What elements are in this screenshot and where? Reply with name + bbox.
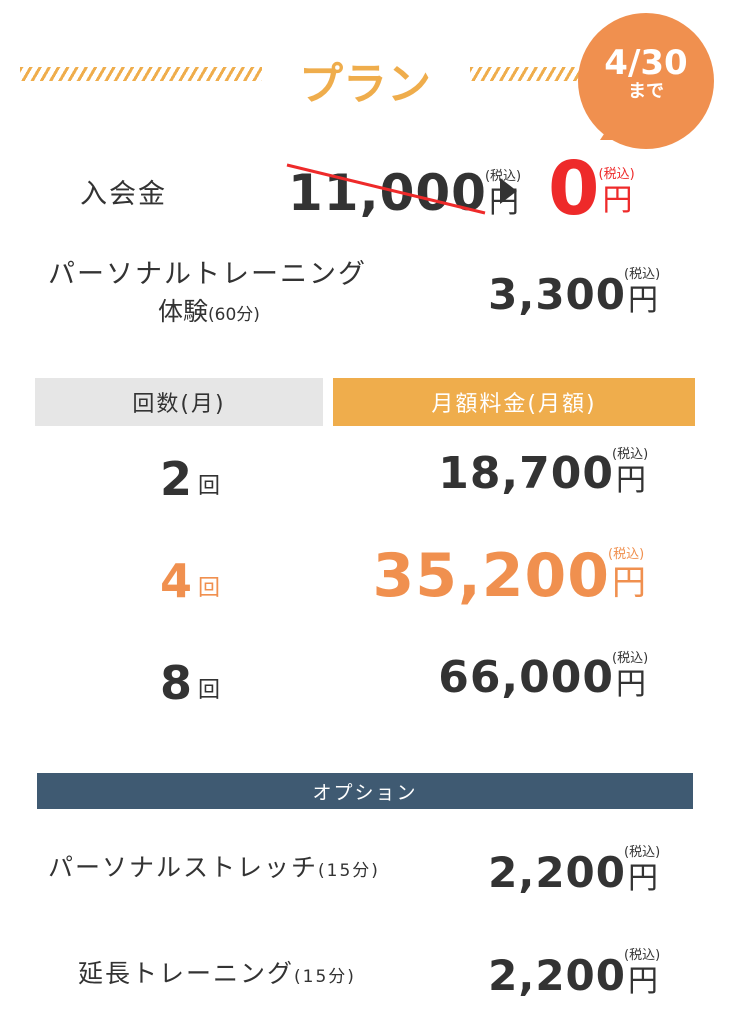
yen: 円 <box>628 861 658 896</box>
price-number: 35,200 <box>372 541 610 611</box>
admission-label: 入会金 <box>80 179 167 210</box>
price-column-header: 月額料金(月額) <box>333 378 695 426</box>
count-unit: 回 <box>198 678 221 703</box>
price-number: 18,700 <box>438 448 614 499</box>
plan-row-price-highlight: 35,200 (税込) 円 <box>372 546 646 606</box>
strikethrough-line <box>286 163 486 215</box>
deadline-badge: 4/30 まで <box>578 13 714 149</box>
option-duration: (15分) <box>294 967 356 987</box>
badge-date: 4/30 <box>604 43 688 83</box>
yen: 円 <box>628 964 658 999</box>
trial-label-line2: 体験(60分) <box>158 292 260 328</box>
option-item-price: 2,200 (税込) 円 <box>488 949 660 1000</box>
price-number: 11,000 <box>288 164 487 222</box>
count-unit: 回 <box>198 576 221 601</box>
title-stripe-left <box>20 67 262 81</box>
tax-label: (税込) <box>624 267 661 282</box>
plan-row-price: 18,700 (税込) 円 <box>438 448 648 499</box>
admission-sale-price: 0 (税込) 円 <box>548 146 635 232</box>
count-unit: 回 <box>198 474 221 499</box>
tax-label: (税込) <box>624 845 661 860</box>
yen-unit: (税込) 円 <box>599 168 635 218</box>
yen: 円 <box>602 183 633 218</box>
arrow-right-icon <box>500 178 517 204</box>
option-item-price: 2,200 (税込) 円 <box>488 846 660 897</box>
option-item-label: パーソナルストレッチ(15分) <box>48 848 380 884</box>
yen-unit: (税込) 円 <box>624 268 660 318</box>
count-number: 2 <box>160 452 193 506</box>
price-number: 2,200 <box>488 951 626 1000</box>
price-number: 2,200 <box>488 848 626 897</box>
yen-unit: (税込) 円 <box>624 846 660 896</box>
option-duration: (15分) <box>318 861 380 881</box>
page-title: プラン <box>299 59 431 110</box>
option-item-label: 延長トレーニング(15分) <box>78 954 356 990</box>
badge-suffix: まで <box>628 81 664 102</box>
option-name: パーソナルストレッチ <box>48 853 319 882</box>
title-stripe-right <box>470 67 585 81</box>
price-number: 66,000 <box>438 652 614 703</box>
tax-label: (税込) <box>624 948 661 963</box>
option-name: 延長トレーニング <box>78 959 295 988</box>
tax-label: (税込) <box>608 547 645 562</box>
yen-unit: (税込) 円 <box>612 448 648 498</box>
yen: 円 <box>616 463 646 498</box>
tax-label: (税込) <box>612 651 649 666</box>
trial-label: パーソナルトレーニング <box>48 259 367 290</box>
yen: 円 <box>612 563 646 603</box>
trial-duration: (60分) <box>208 305 260 325</box>
yen: 円 <box>616 667 646 702</box>
price-number: 0 <box>548 146 601 232</box>
trial-label-text: 体験 <box>158 297 209 326</box>
count-column-header: 回数(月) <box>35 378 323 426</box>
options-header: オプション <box>37 773 693 809</box>
tax-label: (税込) <box>612 447 649 462</box>
yen-unit: (税込) 円 <box>612 652 648 702</box>
price-number: 3,300 <box>488 270 626 319</box>
yen: 円 <box>628 283 658 318</box>
yen-unit: (税込) 円 <box>608 548 646 603</box>
count-number: 4 <box>160 554 193 608</box>
tax-label: (税込) <box>598 167 635 182</box>
trial-price: 3,300 (税込) 円 <box>488 268 660 319</box>
plan-row-price: 66,000 (税込) 円 <box>438 652 648 703</box>
yen-unit: (税込) 円 <box>624 949 660 999</box>
count-number: 8 <box>160 656 193 710</box>
